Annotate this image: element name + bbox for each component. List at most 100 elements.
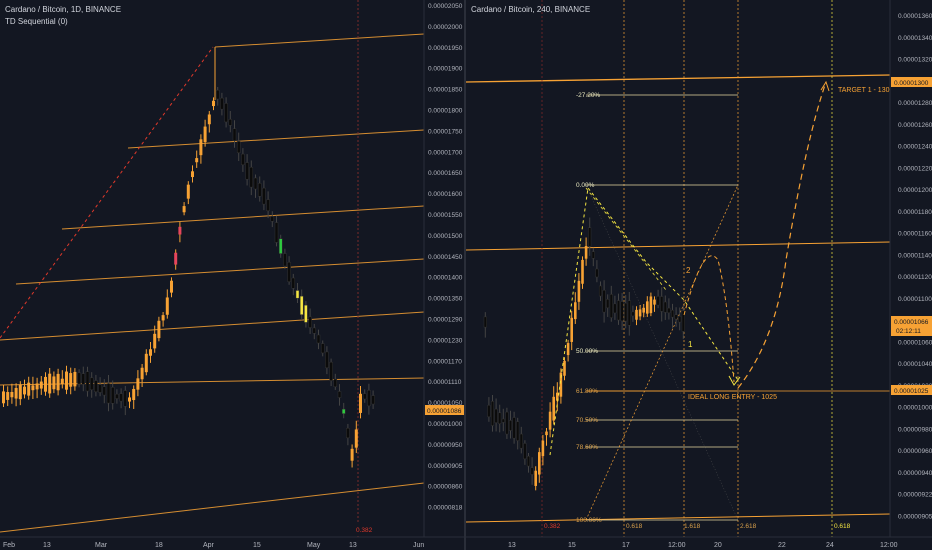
channel-line <box>127 129 425 149</box>
candle <box>215 89 220 100</box>
entry-price-tag-bg <box>891 385 932 395</box>
candle <box>257 183 262 197</box>
candle <box>291 277 296 289</box>
candle <box>552 396 555 421</box>
candle <box>6 392 10 400</box>
candle <box>65 371 68 390</box>
x-tick-label: 15 <box>253 542 261 549</box>
channel-mid-line <box>466 241 891 251</box>
y-tick-label: 0.00001240 <box>898 144 932 151</box>
wave-label: 1 <box>688 340 693 349</box>
candle <box>620 301 624 322</box>
candle <box>595 268 599 278</box>
candle <box>102 386 107 396</box>
fib-tag-bg <box>354 524 376 534</box>
x-tick-label: 15 <box>568 542 576 549</box>
current-price-tag: 0.00001066 <box>894 319 929 326</box>
candle <box>228 119 233 126</box>
y-tick-label: 0.00000905 <box>428 463 463 470</box>
y-tick-label: 0.00000818 <box>428 505 463 512</box>
candle <box>329 361 333 381</box>
fib-tag: 0.382 <box>544 523 561 530</box>
left-chart-title: Cardano / Bitcoin, 1D, BINANCE <box>5 5 122 14</box>
candle <box>566 343 570 356</box>
indicator-legend[interactable]: TD Sequential (0) <box>5 17 68 26</box>
pane-divider[interactable] <box>464 0 466 550</box>
candle <box>199 139 203 156</box>
candle <box>98 384 102 393</box>
candle <box>48 373 52 394</box>
candle <box>624 302 628 322</box>
fib-level-label: 100.00% <box>576 517 602 524</box>
candle <box>287 262 291 282</box>
candle <box>498 412 502 425</box>
left-chart-pane[interactable]: 0.00002050 0.00002000 0.00001950 0.00001900… <box>0 0 464 550</box>
candle <box>128 397 131 402</box>
y-tick-label: 0.00001220 <box>898 165 932 172</box>
candle <box>220 97 224 110</box>
candle <box>646 301 649 314</box>
candle <box>483 316 487 328</box>
candle <box>10 391 14 398</box>
candle <box>191 171 194 178</box>
candle <box>512 417 516 439</box>
channel-line <box>15 258 425 285</box>
x-tick-label: Jun <box>413 542 424 549</box>
candle <box>232 128 237 141</box>
y-tick-label: 0.00000922 <box>898 492 932 499</box>
price-axis-bg <box>424 0 464 550</box>
candle <box>526 455 531 467</box>
candle <box>149 349 152 356</box>
candle <box>602 290 606 313</box>
y-tick-label: 0.00000860 <box>428 484 463 491</box>
y-tick-label: 0.00001160 <box>898 231 932 238</box>
y-tick-label: 0.00001450 <box>428 254 463 261</box>
candle <box>508 420 513 431</box>
candle <box>241 153 245 165</box>
current-price-tag-bg <box>891 316 932 336</box>
x-tick-label: May <box>307 542 321 549</box>
wave-2-path <box>683 255 735 383</box>
x-tick-label: 18 <box>155 542 163 549</box>
candle <box>538 452 541 475</box>
price-tag-bg <box>425 405 464 415</box>
y-tick-label: 0.00001200 <box>898 187 932 194</box>
candle <box>60 378 64 384</box>
candle <box>312 327 317 334</box>
y-tick-label: 0.00001140 <box>898 252 932 259</box>
candle <box>359 393 362 413</box>
candle <box>94 380 98 393</box>
y-tick-label: 0.00001550 <box>428 212 463 219</box>
y-tick-label: 0.00001350 <box>428 296 463 303</box>
candle <box>23 386 26 395</box>
channel-bottom-line <box>466 513 891 523</box>
candle <box>119 393 123 402</box>
channel-line <box>214 33 425 48</box>
y-tick-label: 0.00001340 <box>898 35 932 42</box>
candle <box>337 391 342 398</box>
y-tick-label: 0.00001180 <box>898 209 932 216</box>
y-tick-label: 0.00001850 <box>428 87 463 94</box>
right-chart-title: Cardano / Bitcoin, 240, BINANCE <box>471 5 591 14</box>
candle <box>186 184 190 199</box>
entry-price-tag: 0.00001025 <box>894 388 929 395</box>
right-chart-canvas[interactable]: -27.20% 0.00% 50.00% 61.80% 70.50% 78.60% 100.… <box>466 0 932 550</box>
candle <box>577 280 581 302</box>
candle <box>274 222 279 243</box>
entry-arrow <box>728 375 741 386</box>
candle <box>140 367 144 380</box>
candle <box>320 343 325 354</box>
right-chart-pane[interactable]: -27.20% 0.00% 50.00% 61.80% 70.50% 78.60% 100.… <box>466 0 932 550</box>
candle <box>516 421 520 441</box>
target-path <box>737 81 827 389</box>
y-tick-label: 0.00001170 <box>428 358 462 365</box>
y-tick-label: 0.00000980 <box>898 426 932 433</box>
candle <box>283 253 287 267</box>
candle <box>182 206 186 213</box>
candle <box>505 411 509 435</box>
y-tick-label: 0.00001400 <box>428 275 463 282</box>
left-chart-canvas[interactable]: 0.00002050 0.00002000 0.00001950 0.00001900… <box>0 0 464 550</box>
candle <box>304 304 308 323</box>
candle <box>73 371 77 387</box>
candle <box>270 216 275 222</box>
